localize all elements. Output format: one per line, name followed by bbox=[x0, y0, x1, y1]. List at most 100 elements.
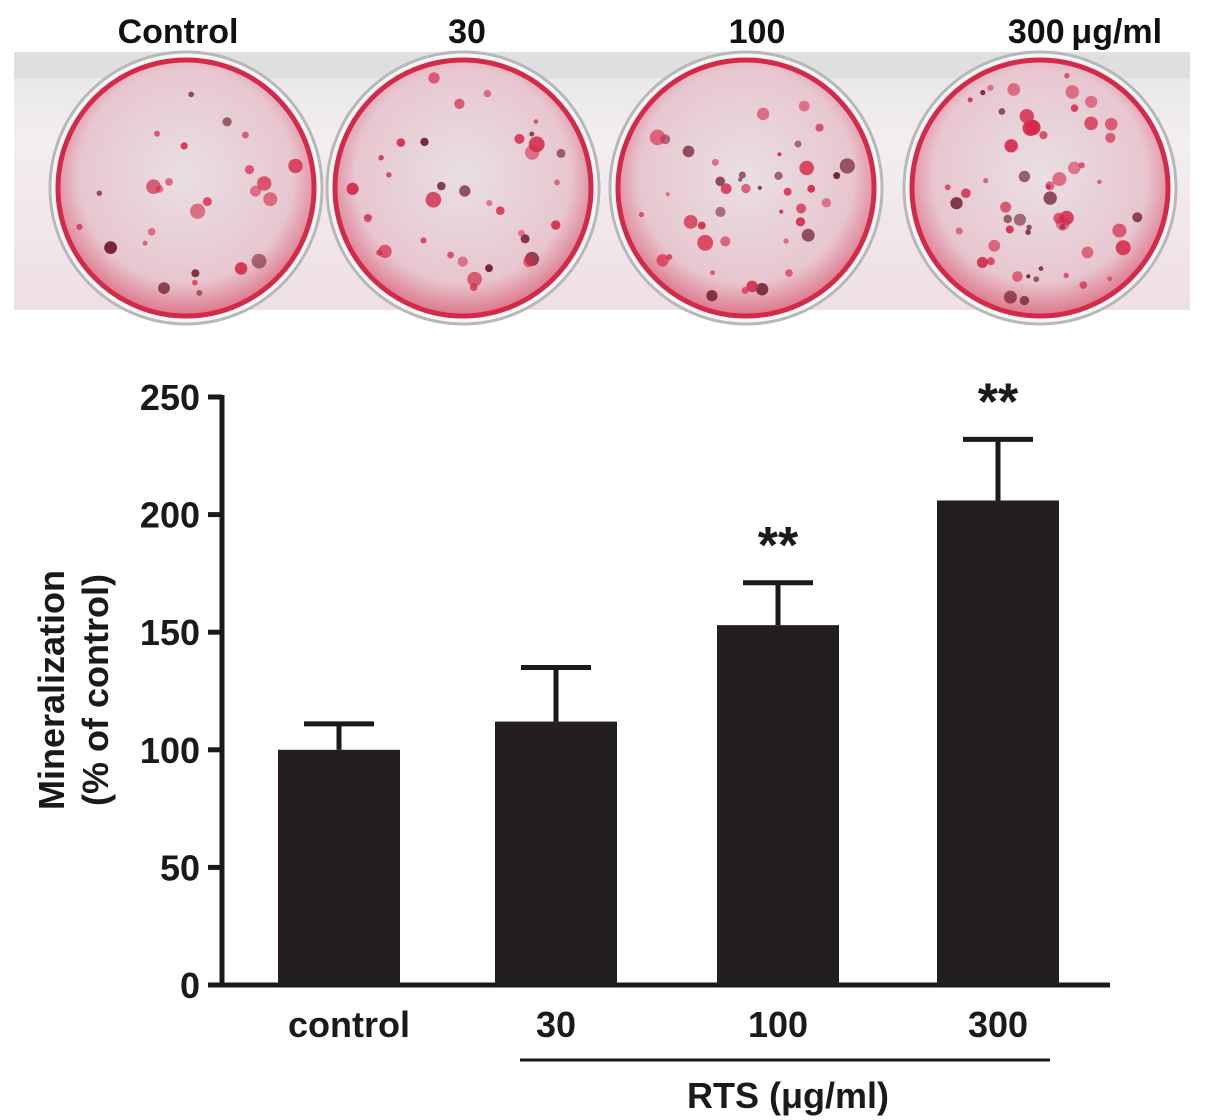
x-tick-label-300: 300 bbox=[968, 1004, 1028, 1045]
stain-spot bbox=[1081, 246, 1094, 259]
stain-spot bbox=[1064, 73, 1070, 79]
significance-mark: ** bbox=[758, 517, 799, 575]
stain-spot bbox=[815, 123, 824, 132]
stain-spot bbox=[467, 271, 482, 287]
y-ticks-group: 0 50 100 150 200 250 bbox=[140, 377, 222, 1006]
y-tick-label: 200 bbox=[140, 495, 200, 536]
stain-spot bbox=[525, 145, 540, 160]
stain-spot bbox=[821, 198, 832, 208]
stain-spot bbox=[710, 270, 715, 276]
stain-spot bbox=[428, 72, 440, 84]
stain-spot bbox=[987, 84, 994, 91]
well-label-100: 100 bbox=[729, 13, 786, 51]
stain-spot bbox=[983, 178, 989, 184]
significance-marks-group: ** ** bbox=[758, 373, 1019, 574]
stain-spot bbox=[738, 171, 746, 179]
stain-spot bbox=[1065, 85, 1080, 99]
stain-spot bbox=[454, 98, 465, 110]
stain-spot bbox=[190, 203, 206, 219]
stain-spot bbox=[1070, 104, 1079, 112]
stain-spot bbox=[154, 130, 160, 137]
well-1 bbox=[48, 50, 324, 326]
stain-spot bbox=[961, 188, 971, 198]
stain-spot bbox=[666, 254, 673, 260]
stain-spot bbox=[839, 158, 855, 174]
stain-spot bbox=[485, 264, 493, 273]
stain-spot bbox=[638, 211, 645, 218]
stain-spot bbox=[756, 107, 770, 121]
well-3 bbox=[608, 50, 884, 326]
well-label-control: Control bbox=[118, 13, 239, 51]
stain-spot bbox=[1068, 161, 1081, 175]
y-axis-title-line2: (% of control) bbox=[75, 574, 116, 806]
stain-spot bbox=[1055, 216, 1070, 231]
stain-spot bbox=[711, 158, 719, 166]
stain-spot bbox=[1045, 181, 1055, 191]
stain-spot bbox=[396, 138, 406, 147]
stain-spot bbox=[976, 257, 988, 268]
stain-spot bbox=[188, 91, 194, 98]
error-bars-group bbox=[304, 436, 1033, 750]
stain-spot bbox=[950, 197, 963, 210]
y-tick-label: 150 bbox=[140, 612, 200, 653]
stain-spot bbox=[656, 254, 669, 267]
stain-spot bbox=[386, 172, 392, 178]
stain-spot bbox=[520, 234, 530, 244]
stain-spot bbox=[457, 256, 468, 267]
stain-spot bbox=[715, 176, 725, 187]
stain-spot bbox=[741, 287, 749, 294]
stain-spot bbox=[551, 220, 561, 230]
stain-spot bbox=[715, 206, 726, 217]
stain-spot bbox=[794, 140, 802, 148]
stain-spot bbox=[1005, 225, 1014, 234]
stain-spot bbox=[755, 283, 769, 296]
stain-spot bbox=[420, 137, 429, 147]
stain-spot bbox=[1084, 116, 1098, 131]
well-label-300: 300 μg/ml bbox=[1008, 13, 1162, 51]
stain-spot bbox=[720, 183, 732, 195]
stain-spot bbox=[378, 244, 392, 259]
bar-300 bbox=[937, 500, 1059, 985]
bar-control bbox=[278, 749, 400, 985]
stain-spot bbox=[777, 152, 782, 157]
stain-spot bbox=[104, 241, 117, 255]
stain-spot bbox=[980, 90, 986, 96]
stain-spot bbox=[746, 280, 758, 293]
stain-spot bbox=[486, 200, 493, 207]
bars-group bbox=[278, 500, 1059, 985]
stain-spot bbox=[799, 160, 814, 176]
stain-spot bbox=[1012, 271, 1023, 282]
stain-spot bbox=[76, 223, 83, 230]
stain-spot bbox=[363, 214, 372, 222]
stain-spot bbox=[998, 108, 1006, 115]
stain-spot bbox=[1105, 117, 1118, 131]
stain-spot bbox=[944, 184, 951, 191]
stain-spot bbox=[833, 172, 841, 180]
stain-spot bbox=[683, 215, 698, 229]
stain-spot bbox=[741, 183, 751, 194]
stain-spot bbox=[1019, 295, 1030, 306]
stain-spot bbox=[378, 155, 384, 161]
stain-spot bbox=[1003, 290, 1017, 304]
stain-spot bbox=[1115, 240, 1131, 256]
stain-spot bbox=[158, 282, 170, 294]
stain-spot bbox=[697, 221, 706, 230]
stain-spot bbox=[222, 117, 232, 127]
stain-spot bbox=[1026, 224, 1032, 230]
x-tick-label-30: 30 bbox=[536, 1004, 576, 1045]
stain-spot bbox=[783, 238, 789, 244]
stain-spot bbox=[191, 269, 200, 278]
bar-100 bbox=[717, 625, 839, 985]
stain-spot bbox=[288, 158, 303, 174]
stain-spot bbox=[196, 289, 203, 296]
stain-spot bbox=[529, 131, 535, 137]
stain-spot bbox=[483, 89, 492, 98]
stain-spot bbox=[376, 249, 383, 256]
stain-spot bbox=[155, 185, 164, 193]
x-tick-label-100: 100 bbox=[748, 1004, 808, 1045]
stain-spot bbox=[1043, 191, 1057, 205]
stain-spot bbox=[1022, 120, 1039, 136]
stain-spot bbox=[518, 229, 525, 237]
stain-spot bbox=[346, 182, 359, 195]
stain-spot bbox=[720, 236, 731, 247]
